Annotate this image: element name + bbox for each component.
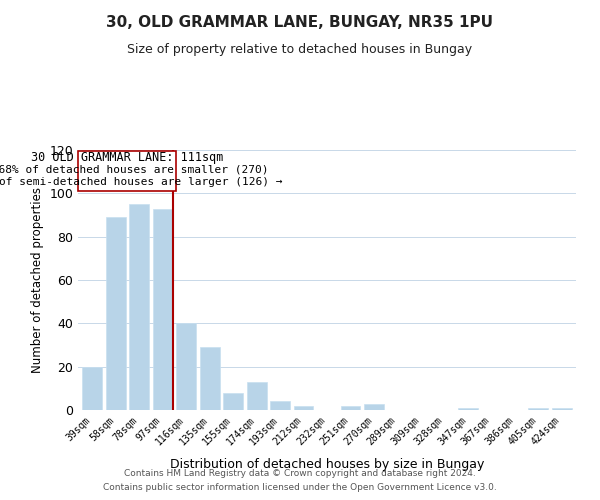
Bar	[458, 408, 478, 410]
Text: 30 OLD GRAMMAR LANE: 111sqm: 30 OLD GRAMMAR LANE: 111sqm	[31, 152, 223, 164]
Text: 30, OLD GRAMMAR LANE, BUNGAY, NR35 1PU: 30, OLD GRAMMAR LANE, BUNGAY, NR35 1PU	[107, 15, 493, 30]
Bar	[129, 204, 149, 410]
Bar	[176, 324, 196, 410]
Bar	[223, 392, 243, 410]
Bar	[270, 402, 290, 410]
Bar	[552, 408, 572, 410]
Text: Size of property relative to detached houses in Bungay: Size of property relative to detached ho…	[127, 42, 473, 56]
Y-axis label: Number of detached properties: Number of detached properties	[31, 187, 44, 373]
Bar	[152, 208, 173, 410]
Bar	[364, 404, 384, 410]
Bar	[106, 217, 125, 410]
Bar	[293, 406, 313, 410]
Bar	[247, 382, 266, 410]
Text: Contains HM Land Registry data © Crown copyright and database right 2024.: Contains HM Land Registry data © Crown c…	[124, 468, 476, 477]
X-axis label: Distribution of detached houses by size in Bungay: Distribution of detached houses by size …	[170, 458, 484, 471]
Bar	[200, 347, 220, 410]
Bar	[341, 406, 361, 410]
Bar	[529, 408, 548, 410]
Text: 32% of semi-detached houses are larger (126) →: 32% of semi-detached houses are larger (…	[0, 177, 282, 187]
Text: Contains public sector information licensed under the Open Government Licence v3: Contains public sector information licen…	[103, 484, 497, 492]
Text: ← 68% of detached houses are smaller (270): ← 68% of detached houses are smaller (27…	[0, 165, 269, 175]
Bar	[82, 366, 102, 410]
